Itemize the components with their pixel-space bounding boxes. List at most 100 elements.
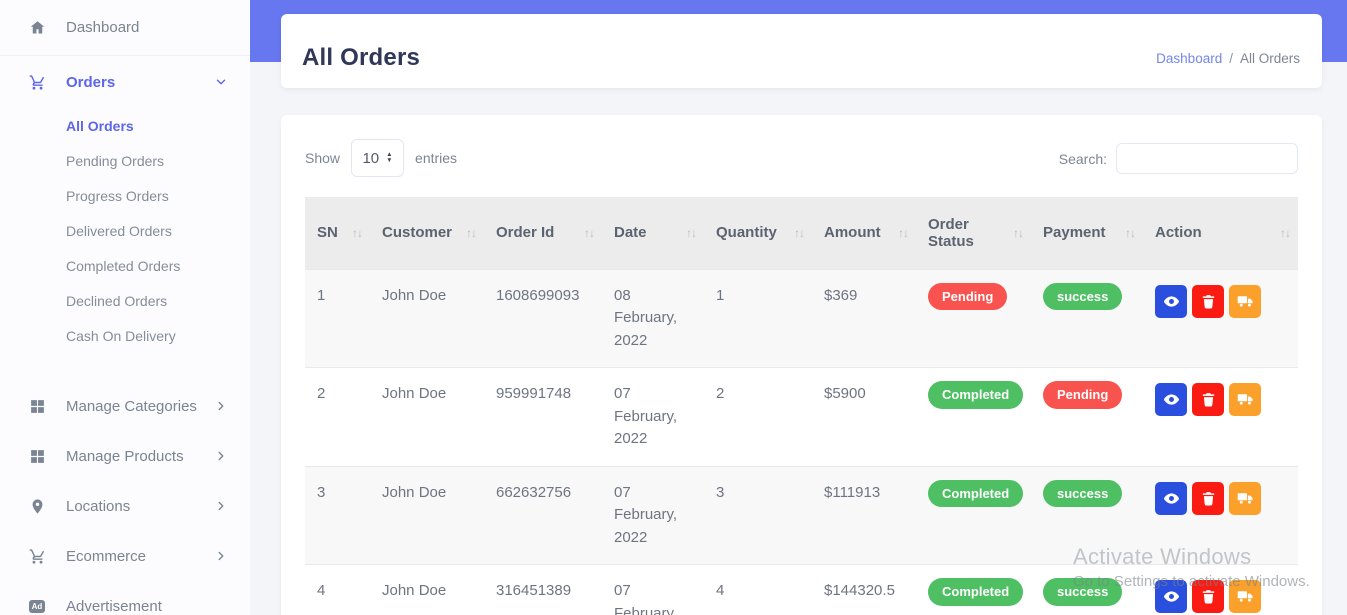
ship-order-button[interactable] bbox=[1229, 580, 1261, 613]
truck-icon bbox=[1237, 490, 1254, 507]
payment-status-badge: success bbox=[1043, 578, 1123, 606]
orders-table: SN ↑↓ Customer ↑↓ Order Id ↑↓ Date ↑↓ Quanti… bbox=[305, 197, 1298, 615]
sort-icon: ↑↓ bbox=[794, 225, 805, 240]
sidebar-item-orders[interactable]: Orders bbox=[0, 60, 250, 104]
search-control: Search: bbox=[1059, 143, 1298, 174]
ship-order-button[interactable] bbox=[1229, 383, 1261, 416]
chevron-right-icon bbox=[214, 499, 228, 513]
select-arrows-icon: ▲ ▼ bbox=[386, 150, 393, 164]
grid-icon bbox=[28, 397, 46, 415]
sidebar-item-label: Advertisement bbox=[66, 597, 162, 615]
sidebar-subitem-declined-orders[interactable]: Declined Orders bbox=[66, 292, 168, 309]
sidebar-item-label: Manage Categories bbox=[66, 397, 197, 415]
cell-payment: success bbox=[1031, 268, 1143, 368]
sort-icon: ↑↓ bbox=[466, 225, 477, 240]
sort-icon: ↑↓ bbox=[584, 225, 595, 240]
view-order-button[interactable] bbox=[1155, 284, 1187, 318]
column-header-date[interactable]: Date ↑↓ bbox=[602, 197, 704, 269]
orders-table-card: Show 10 ▲ ▼ entries Search: SN ↑↓ Customer… bbox=[281, 115, 1322, 615]
sidebar-item-ecommerce[interactable]: Ecommerce bbox=[0, 531, 250, 581]
ship-order-button[interactable] bbox=[1229, 284, 1261, 318]
sidebar-item-dashboard[interactable]: Dashboard bbox=[0, 0, 250, 55]
sidebar-item-manage-products[interactable]: Manage Products bbox=[0, 431, 250, 481]
order-status-badge: Completed bbox=[928, 578, 1024, 606]
column-header-quantity[interactable]: Quantity ↑↓ bbox=[704, 197, 812, 269]
sidebar-item-advertisement[interactable]: Ad Advertisement bbox=[0, 581, 250, 615]
sidebar-subitem-all-orders[interactable]: All Orders bbox=[66, 117, 134, 134]
breadcrumb-separator: / bbox=[1229, 50, 1233, 66]
chevron-right-icon bbox=[214, 449, 228, 463]
order-row: 3 John Doe 662632756 07 February, 2022 3 $111… bbox=[305, 465, 1298, 565]
column-header-order-status[interactable]: Order Status ↑↓ bbox=[916, 197, 1031, 269]
sidebar-item-locations[interactable]: Locations bbox=[0, 481, 250, 531]
view-order-button[interactable] bbox=[1155, 383, 1187, 416]
view-order-button[interactable] bbox=[1155, 481, 1187, 515]
cell-sn: 1 bbox=[305, 268, 370, 368]
eye-icon bbox=[1163, 588, 1180, 605]
order-status-badge: Completed bbox=[928, 479, 1024, 508]
grid-icon bbox=[28, 447, 46, 465]
sidebar-item-label: Manage Products bbox=[66, 447, 184, 465]
cell-sn: 3 bbox=[305, 465, 370, 565]
truck-icon bbox=[1237, 293, 1254, 310]
column-header-sn[interactable]: SN ↑↓ bbox=[305, 197, 370, 269]
breadcrumb-current: All Orders bbox=[1239, 50, 1300, 66]
trash-icon bbox=[1200, 490, 1217, 507]
sidebar-subitem-pending-orders[interactable]: Pending Orders bbox=[66, 152, 165, 169]
view-order-button[interactable] bbox=[1155, 580, 1187, 613]
cell-order-status: Completed bbox=[916, 367, 1031, 466]
payment-status-badge: success bbox=[1043, 282, 1123, 311]
sort-icon: ↑↓ bbox=[686, 225, 697, 240]
cart-icon bbox=[28, 547, 46, 565]
cell-sn: 4 bbox=[305, 564, 370, 615]
column-header-customer[interactable]: Customer ↑↓ bbox=[370, 197, 484, 269]
sidebar: Dashboard Orders All Orders Pending Orders P… bbox=[0, 0, 250, 615]
table-controls: Show 10 ▲ ▼ entries Search: bbox=[305, 139, 1298, 177]
breadcrumb: Dashboard / All Orders bbox=[1156, 51, 1300, 66]
ship-order-button[interactable] bbox=[1229, 481, 1261, 515]
entries-label: entries bbox=[415, 150, 458, 166]
cell-order-id: 1608699093 bbox=[484, 268, 602, 368]
action-buttons bbox=[1155, 580, 1290, 613]
action-buttons bbox=[1155, 481, 1290, 515]
cart-icon bbox=[28, 73, 46, 91]
sort-icon: ↑↓ bbox=[1280, 225, 1291, 240]
order-status-badge: Pending bbox=[928, 282, 1008, 311]
delete-order-button[interactable] bbox=[1192, 284, 1224, 318]
trash-icon bbox=[1200, 588, 1217, 605]
cell-customer: John Doe bbox=[370, 564, 484, 615]
cell-quantity: 2 bbox=[704, 367, 812, 466]
delete-order-button[interactable] bbox=[1192, 580, 1224, 613]
table-header-row: SN ↑↓ Customer ↑↓ Order Id ↑↓ Date ↑↓ Quanti… bbox=[305, 197, 1298, 269]
column-header-amount[interactable]: Amount ↑↓ bbox=[812, 197, 916, 269]
cell-action bbox=[1143, 268, 1298, 368]
column-header-action[interactable]: Action ↑↓ bbox=[1143, 197, 1298, 269]
sidebar-item-manage-categories[interactable]: Manage Categories bbox=[0, 381, 250, 431]
sidebar-subitem-delivered-orders[interactable]: Delivered Orders bbox=[66, 222, 172, 239]
cell-amount: $5900 bbox=[812, 367, 916, 466]
cell-amount: $111913 bbox=[812, 465, 916, 565]
delete-order-button[interactable] bbox=[1192, 481, 1224, 515]
column-header-order-id[interactable]: Order Id ↑↓ bbox=[484, 197, 602, 269]
sidebar-item-label: Orders bbox=[66, 73, 116, 91]
breadcrumb-dashboard-link[interactable]: Dashboard bbox=[1156, 50, 1223, 66]
sidebar-subitem-completed-orders[interactable]: Completed Orders bbox=[66, 257, 181, 274]
map-pin-icon bbox=[28, 497, 46, 515]
search-input[interactable] bbox=[1116, 143, 1298, 174]
payment-status-badge: success bbox=[1043, 479, 1123, 508]
cell-quantity: 3 bbox=[704, 465, 812, 565]
column-header-payment[interactable]: Payment ↑↓ bbox=[1031, 197, 1143, 269]
sidebar-subitem-cash-on-delivery[interactable]: Cash On Delivery bbox=[66, 327, 176, 344]
sidebar-item-label: Dashboard bbox=[66, 19, 140, 36]
cell-amount: $144320.5 bbox=[812, 564, 916, 615]
chevron-down-icon bbox=[214, 75, 228, 89]
page-header-card: All Orders Dashboard / All Orders bbox=[281, 14, 1322, 88]
search-label: Search: bbox=[1058, 150, 1107, 167]
orders-menu-group: Orders All Orders Pending Orders Progress O… bbox=[0, 55, 250, 367]
delete-order-button[interactable] bbox=[1192, 383, 1224, 416]
sidebar-subitem-progress-orders[interactable]: Progress Orders bbox=[66, 187, 169, 204]
sort-icon: ↑↓ bbox=[352, 225, 363, 240]
page-length-select[interactable]: 10 ▲ ▼ bbox=[351, 139, 405, 177]
order-row: 2 John Doe 959991748 07 February, 2022 2 $590… bbox=[305, 367, 1298, 466]
